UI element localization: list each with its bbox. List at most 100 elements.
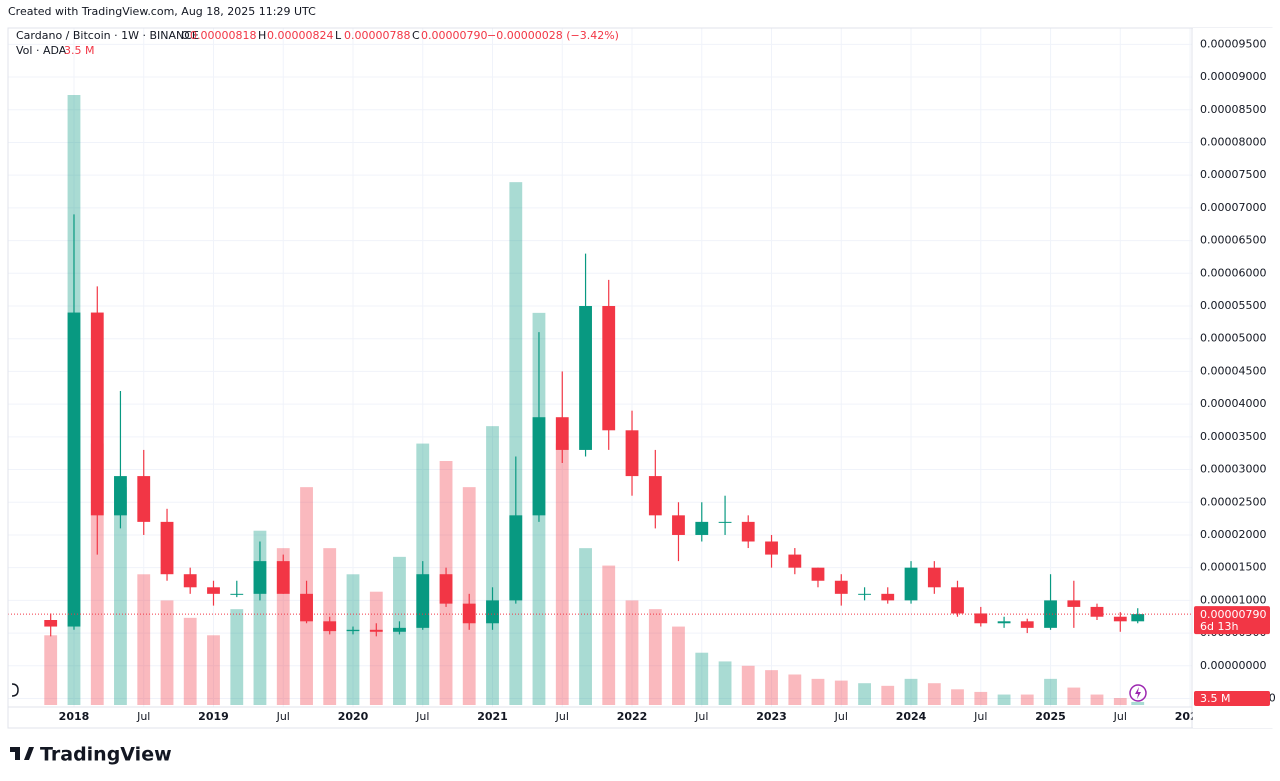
candle-body: [1067, 600, 1081, 607]
candle-body: [137, 476, 151, 522]
candle-body: [253, 561, 267, 594]
candle-body: [67, 312, 81, 627]
volume-bar: [811, 678, 825, 705]
candle-body: [160, 521, 174, 575]
lightning-icon[interactable]: [1129, 684, 1147, 702]
volume-bar: [579, 548, 592, 705]
candle-body: [346, 629, 360, 632]
volume-bar: [137, 574, 151, 705]
brand-logo: [10, 747, 34, 760]
candle-body: [1044, 600, 1057, 628]
x-tick-label: 2019: [198, 710, 229, 723]
volume-bar: [1090, 694, 1104, 705]
candle-body: [532, 417, 546, 516]
candle-body: [323, 621, 337, 632]
volume-bar: [1113, 698, 1127, 705]
candle-body: [997, 621, 1011, 624]
candle-body: [416, 574, 430, 628]
candle-body: [1090, 606, 1104, 617]
candle-body: [230, 593, 244, 595]
x-tick-label: 2023: [756, 710, 787, 723]
y-tick-label: 0.00008000: [1200, 135, 1266, 148]
volume-bar: [765, 670, 778, 705]
y-tick-label: 0.00000000: [1200, 659, 1266, 672]
candle-body: [881, 593, 895, 601]
ohlc-key: O: [181, 29, 190, 42]
brand-name: TradingView: [40, 744, 172, 766]
created-note: Created with TradingView.com, Aug 18, 20…: [8, 5, 316, 18]
y-tick-label: 0.00005000: [1200, 332, 1266, 345]
candle-body: [509, 515, 523, 601]
candle-body: [788, 554, 802, 568]
candle-body: [439, 574, 453, 604]
candle-body: [114, 476, 127, 516]
x-tick-label: Jul: [973, 710, 987, 723]
candle-body: [648, 476, 662, 516]
volume-bar: [834, 680, 848, 705]
volume-bar: [555, 443, 569, 705]
y-tick-label: 0.00006500: [1200, 234, 1266, 247]
volume-bar: [346, 574, 360, 705]
volume-bar: [881, 685, 895, 705]
volume-bar: [788, 674, 802, 705]
y-tick-label: 0.00009500: [1200, 37, 1266, 50]
candle-body: [393, 627, 406, 632]
y-tick-label: 0.00009000: [1200, 70, 1266, 83]
y-tick-label: 0.00003000: [1200, 463, 1266, 476]
candle-body: [579, 306, 592, 450]
candle-body: [951, 587, 964, 614]
ohlc-key: L: [335, 29, 342, 42]
candle-body: [858, 593, 871, 595]
volume-bar: [1067, 687, 1081, 705]
x-tick-label: 2024: [896, 710, 927, 723]
volume-bar: [858, 683, 871, 705]
y-tick-label: 0.00004500: [1200, 364, 1266, 377]
volume-bar: [648, 609, 662, 705]
x-tick-label: 2025: [1035, 710, 1066, 723]
ruler-icon[interactable]: [11, 683, 19, 697]
vol-title: Vol · ADA: [16, 44, 67, 57]
volume-badge-value: 3.5 M: [1200, 692, 1230, 705]
volume-bar: [1020, 694, 1034, 705]
legend: Cardano / Bitcoin · 1W · BINANCE Vol · A…: [16, 29, 619, 57]
candle-body: [741, 521, 755, 542]
volume-bar: [114, 487, 127, 705]
volume-badge: [1194, 691, 1270, 706]
volume-bar: [974, 691, 988, 705]
y-tick-label: 0.00004000: [1200, 397, 1266, 410]
volume-bar: [904, 678, 918, 705]
y-tick-label: 0.00001000: [1200, 593, 1266, 606]
candle-body: [276, 561, 290, 594]
ohlc-value: 0.00000790: [421, 29, 487, 42]
y-tick-label: 0.00003500: [1200, 430, 1266, 443]
x-tick-label: Jul: [276, 710, 290, 723]
x-tick-label: Jul: [136, 710, 150, 723]
candle-body: [369, 629, 383, 632]
ohlc-key: C: [412, 29, 420, 42]
candle-body: [1131, 614, 1145, 622]
y-tick-label: 0.00002000: [1200, 528, 1266, 541]
volume-bar: [160, 600, 174, 705]
candle-body: [90, 312, 104, 516]
x-tick-label: Jul: [1113, 710, 1127, 723]
symbol: Cardano / Bitcoin · 1W · BINANCE: [16, 29, 199, 42]
candle-body: [834, 580, 848, 594]
x-tick-label: Jul: [694, 710, 708, 723]
candle-body: [974, 613, 988, 624]
volume-bar: [672, 626, 685, 705]
x-tick-label: 2021: [477, 710, 508, 723]
candle-body: [765, 541, 778, 555]
change: −0.00000028 (−3.42%): [487, 29, 619, 42]
x-tick-label: 2020: [338, 710, 369, 723]
price-badge-value: 0.00000790: [1200, 608, 1266, 621]
candle-body: [695, 521, 709, 535]
candle-body: [1020, 621, 1034, 628]
brand: TradingView: [10, 744, 172, 766]
candle-body: [207, 587, 220, 594]
volume-bar: [230, 609, 244, 705]
candle-body: [44, 619, 58, 627]
price-badge: [1194, 606, 1270, 635]
x-tick-label: Jul: [834, 710, 848, 723]
price-badge-countdown: 6d 13h: [1200, 620, 1238, 633]
